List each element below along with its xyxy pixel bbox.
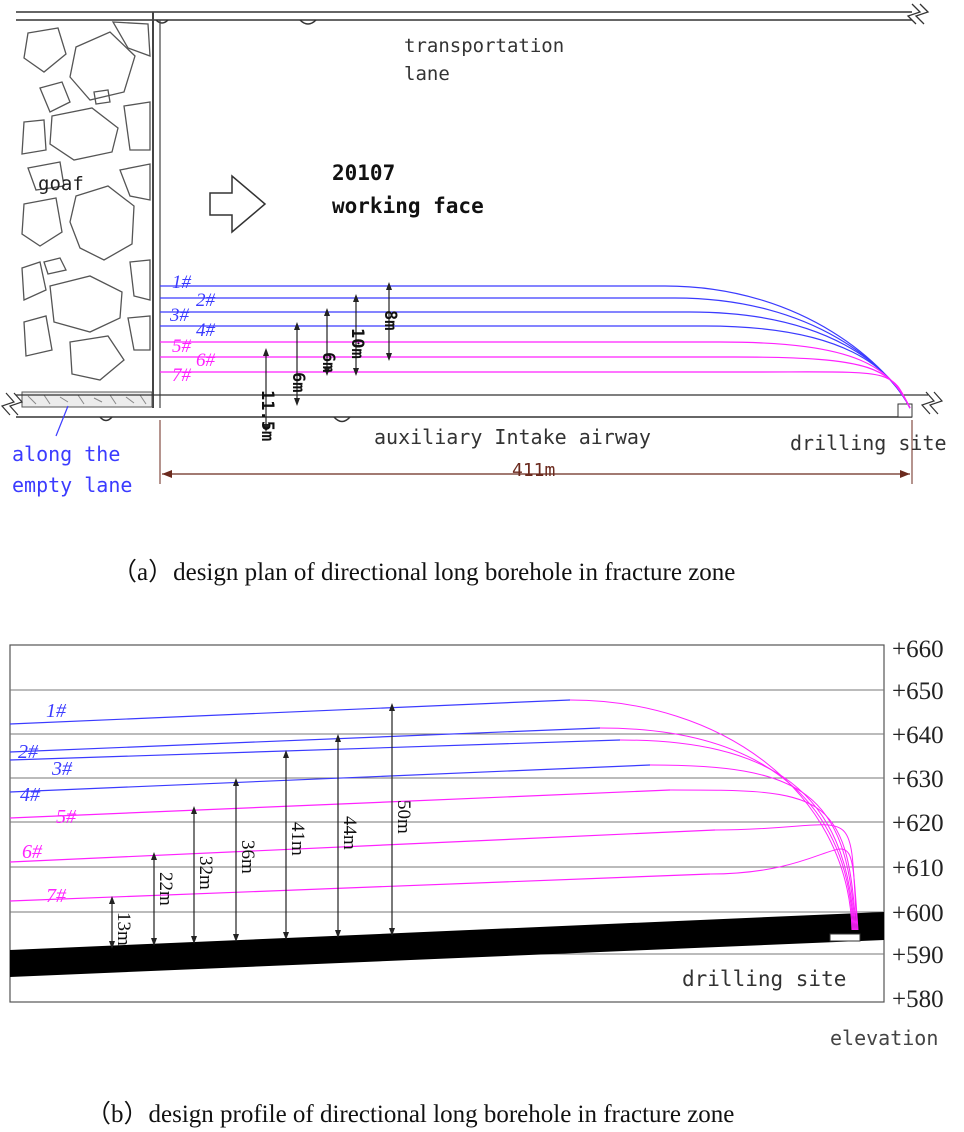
elevation-tick-4: +630 (892, 766, 944, 793)
elevation-labels: +660 +650 +640 +630 +620 +610 +600 +590 +580 (892, 636, 944, 1013)
profile-drilling-site-mark (829, 933, 861, 942)
profile-height-dimensions: 13m 22m 32m 36m 41m 44m 50m (109, 703, 414, 949)
profile-borehole-label-1: 1# (46, 700, 67, 722)
plan-borehole-label-3: 3# (169, 305, 190, 326)
profile-borehole-1 (9, 699, 571, 725)
profile-borehole-7 (9, 873, 711, 902)
profile-borehole-curve-3 (619, 739, 855, 931)
transportation-lane-label-2: lane (404, 63, 450, 85)
profile-borehole-label-2: 2# (18, 741, 39, 763)
transportation-lane-label-1: transportation (404, 35, 564, 57)
elevation-tick-9: +580 (892, 986, 944, 1013)
profile-borehole-label-5: 5# (56, 806, 77, 828)
profile-height-label-4: 36m (237, 840, 258, 874)
working-face-id: 20107 (332, 161, 395, 185)
profile-borehole-label-3: 3# (51, 758, 73, 780)
plan-boreholes (160, 285, 911, 409)
profile-height-label-7: 50m (393, 800, 414, 834)
profile-height-label-6: 44m (339, 816, 360, 850)
elevation-tick-3: +640 (892, 722, 944, 749)
plan-spacing-label-4: 10m (347, 328, 367, 359)
profile-drilling-site-label: drilling site (682, 967, 846, 991)
plan-borehole-label-4: 4# (196, 320, 216, 341)
profile-borehole-labels: 1# 2# 3# 4# 5# 6#7# (18, 700, 77, 907)
plan-spacing-label-2: 6m (288, 372, 308, 392)
profile-borehole-2 (9, 727, 601, 753)
profile-borehole-curve-5 (669, 789, 857, 931)
empty-lane-label-1: along the (12, 442, 120, 466)
profile-borehole-label-6: 6# (22, 841, 43, 863)
advance-direction-arrow (209, 174, 267, 234)
profile-height-label-5: 41m (287, 822, 308, 856)
profile-borehole-label-4: 4# (20, 784, 41, 806)
elevation-grid (10, 689, 884, 955)
plan-caption: （a）design plan of directional long boreh… (112, 559, 736, 586)
empty-lane-texture (27, 394, 147, 405)
profile-borehole-curve-4 (649, 764, 856, 931)
profile-borehole-curve-1 (569, 699, 853, 931)
elevation-tick-8: +590 (892, 942, 944, 969)
profile-height-label-3: 32m (195, 856, 216, 890)
working-face-label: working face (332, 194, 484, 218)
plan-drilling-site-label: drilling site (790, 431, 947, 455)
elevation-axis-label: elevation (830, 1026, 938, 1050)
elevation-tick-7: +600 (892, 900, 944, 927)
elevation-tick-1: +660 (892, 636, 944, 663)
profile-borehole-label-7: 7# (46, 885, 67, 907)
profile-caption: （b）design profile of directional long bo… (86, 1101, 735, 1128)
plan-spacing-label-1: 11.5m (257, 390, 277, 441)
profile-borehole-5 (9, 789, 671, 819)
plan-borehole-label-1: 1# (172, 272, 192, 293)
plan-borehole-label-2: 2# (196, 290, 216, 311)
plan-view: goaf transportation lane 20107 working f… (0, 3, 947, 497)
profile-borehole-curve-2 (599, 727, 854, 931)
goaf-rocks (21, 21, 151, 381)
profile-borehole-6 (9, 829, 716, 863)
profile-height-label-1: 13m (113, 912, 134, 946)
plan-borehole-label-7: 7# (172, 365, 192, 386)
elevation-tick-5: +620 (892, 810, 944, 837)
empty-lane-label-2: empty lane (12, 473, 132, 497)
plan-spacing-label-5: 8m (380, 310, 400, 330)
plan-spacing-label-3: 6m (318, 352, 338, 372)
airway-label: auxiliary Intake airway (374, 425, 651, 449)
profile-borehole-4 (9, 764, 651, 793)
coal-seam (10, 912, 884, 977)
profile-borehole-3 (9, 739, 621, 761)
plan-borehole-label-5: 5# (172, 336, 192, 357)
profile-borehole-curve-7 (709, 848, 859, 931)
plan-borehole-label-6: 6# (196, 350, 216, 371)
plan-borehole-7 (160, 371, 911, 409)
goaf-label: goaf (38, 173, 84, 195)
profile-view: +660 +650 +640 +630 +620 +610 +600 +590 +580 dri… (9, 636, 944, 1050)
plan-spacing-dimensions: 11.5m 6m 6m 10m 8m (257, 282, 400, 441)
elevation-tick-2: +650 (892, 678, 944, 705)
plan-borehole-labels: 1#2# 3# 4#5#6#7# (169, 272, 216, 386)
elevation-tick-6: +610 (892, 855, 944, 882)
profile-height-label-2: 22m (155, 872, 176, 906)
length-dimension-label: 411m (512, 460, 555, 481)
